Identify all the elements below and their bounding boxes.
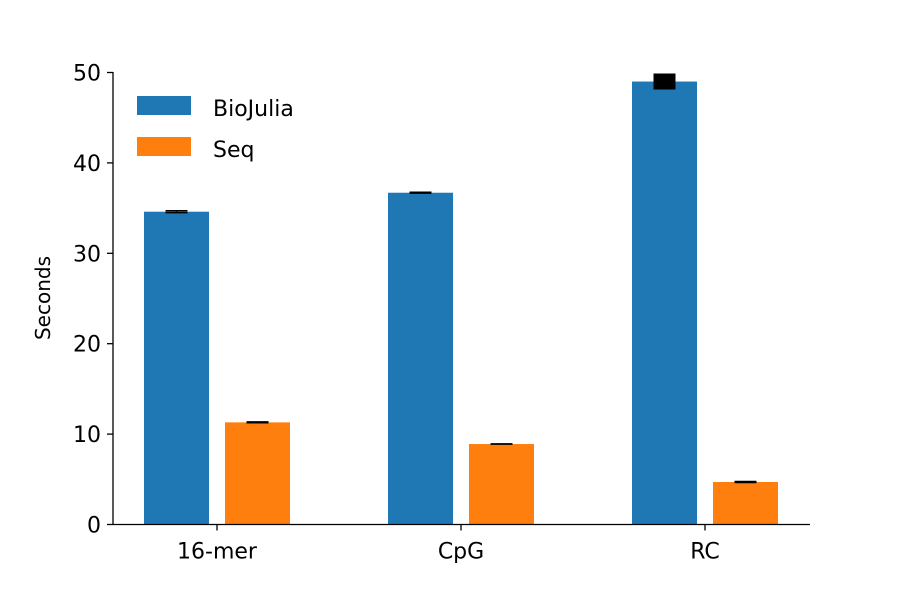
y-tick-label-40: 40 xyxy=(73,152,101,177)
y-axis-title: Seconds xyxy=(31,256,55,340)
y-ticks: 0 10 20 30 40 50 xyxy=(73,62,113,539)
legend-label-biojulia: BioJulia xyxy=(213,97,294,122)
x-tick-label-cpg: CpG xyxy=(438,540,484,565)
bar-seq-rc xyxy=(713,482,778,525)
x-tick-label-rc: RC xyxy=(690,540,720,565)
bar-seq-cpg xyxy=(469,444,534,525)
bars-layer xyxy=(144,81,778,525)
error-bar-seq-rc xyxy=(734,480,757,484)
legend-swatch-biojulia xyxy=(137,96,191,115)
bar-seq-16-mer xyxy=(225,422,290,525)
error-bar-seq-16-mer xyxy=(246,421,269,424)
error-bar-biojulia-16-mer xyxy=(165,210,188,214)
legend-label-seq: Seq xyxy=(213,138,254,163)
y-tick-label-0: 0 xyxy=(87,514,101,539)
bar-biojulia-16-mer xyxy=(144,211,209,525)
legend: BioJulia Seq xyxy=(137,96,294,163)
y-tick-label-30: 30 xyxy=(73,242,101,267)
bar-biojulia-cpg xyxy=(388,192,453,525)
error-bar-biojulia-cpg xyxy=(409,191,432,194)
x-tick-label-16-mer: 16-mer xyxy=(177,540,258,565)
legend-swatch-seq xyxy=(137,137,191,156)
x-ticks: 16-mer CpG RC xyxy=(177,524,720,565)
y-tick-label-50: 50 xyxy=(73,62,101,87)
y-tick-label-20: 20 xyxy=(73,333,101,358)
error-bars-layer xyxy=(165,73,757,484)
bar-biojulia-rc xyxy=(632,81,697,525)
error-bar-biojulia-rc xyxy=(653,73,676,90)
y-tick-label-10: 10 xyxy=(73,423,101,448)
